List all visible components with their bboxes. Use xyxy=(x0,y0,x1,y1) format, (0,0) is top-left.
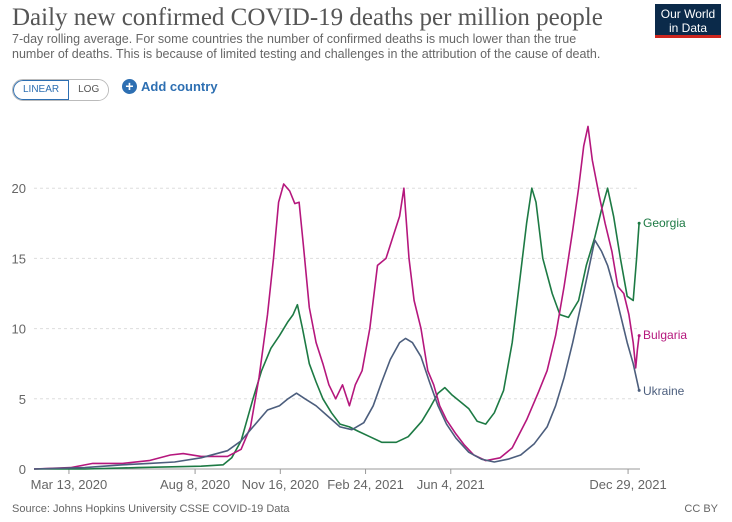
scale-toggle: LINEAR LOG xyxy=(12,79,110,101)
linear-scale-button[interactable]: LINEAR xyxy=(13,80,70,100)
license-label: CC BY xyxy=(684,503,718,515)
x-tick-label: Aug 8, 2020 xyxy=(160,477,230,492)
add-country-button[interactable]: + Add country xyxy=(122,79,218,94)
source-note: Source: Johns Hopkins University CSSE CO… xyxy=(12,503,290,515)
x-tick-label: Dec 29, 2021 xyxy=(589,477,666,492)
chart-title: Daily new confirmed COVID-19 deaths per … xyxy=(12,4,603,31)
plus-circle-icon: + xyxy=(122,79,137,94)
series-label-georgia: Georgia xyxy=(643,216,686,230)
y-tick-label: 0 xyxy=(19,462,26,477)
x-tick-label: Nov 16, 2020 xyxy=(242,477,319,492)
series-line-georgia[interactable] xyxy=(34,187,640,470)
series-end-point-ukraine xyxy=(637,388,641,392)
y-axis-ticks: 0 5 10 15 20 xyxy=(12,181,26,477)
series-line-bulgaria[interactable] xyxy=(33,125,640,470)
series-end-point-georgia xyxy=(637,221,641,225)
y-tick-label: 15 xyxy=(12,251,26,266)
x-tick-label: Feb 24, 2021 xyxy=(327,477,404,492)
log-scale-button[interactable]: LOG xyxy=(69,80,109,100)
series-label-ukraine: Ukraine xyxy=(643,384,685,398)
y-tick-label: 10 xyxy=(12,322,26,337)
x-axis-ticks: Mar 13, 2020 Aug 8, 2020 Nov 16, 2020 Feb 2… xyxy=(31,469,667,492)
series-lines xyxy=(33,125,641,470)
series-labels: Georgia Bulgaria Ukraine xyxy=(643,216,687,398)
x-tick-label: Mar 13, 2020 xyxy=(31,477,108,492)
series-line-ukraine[interactable] xyxy=(33,239,640,470)
add-country-label: Add country xyxy=(141,79,218,94)
logo-line-2: in Data xyxy=(668,21,708,35)
series-end-point-bulgaria xyxy=(637,334,641,338)
chart-subtitle: 7-day rolling average. For some countrie… xyxy=(12,32,601,61)
owid-logo[interactable]: Our World in Data xyxy=(655,4,721,38)
y-tick-label: 20 xyxy=(12,181,26,196)
y-tick-label: 5 xyxy=(19,392,26,407)
x-tick-label: Jun 4, 2021 xyxy=(417,477,485,492)
grid-lines xyxy=(34,187,640,470)
logo-line-1: Our World xyxy=(660,7,716,21)
series-label-bulgaria: Bulgaria xyxy=(643,328,687,342)
